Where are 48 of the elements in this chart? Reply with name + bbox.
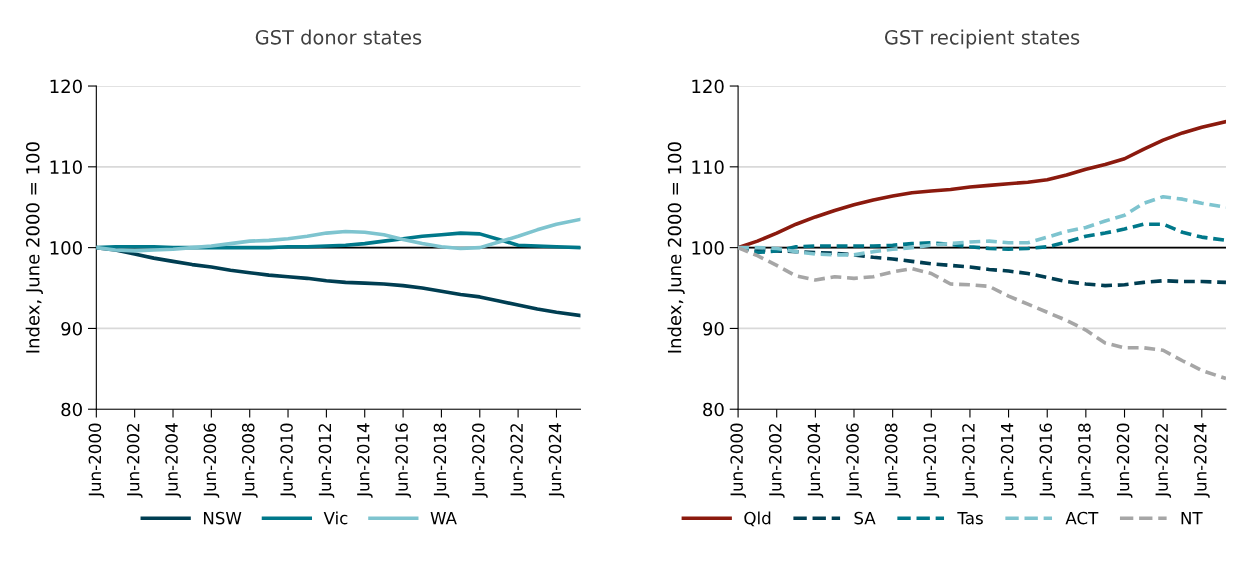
x-tick-label: Jun-2016: [395, 423, 412, 498]
x-tick-label: Jun-2014: [356, 423, 373, 498]
x-tick-label: Jun-2014: [1000, 423, 1017, 498]
x-tick-label: Jun-2022: [510, 424, 527, 498]
x-tick-label: Jun-2002: [768, 424, 785, 498]
x-tick-label: Jun-2002: [126, 424, 143, 498]
y-tick-label: 100: [50, 241, 82, 255]
x-tick-label: Jun-2004: [165, 423, 181, 498]
y-tick-label: 80: [703, 402, 724, 417]
x-tick-label: Jun-2022: [1155, 424, 1172, 498]
x-tick-label: Jun-2010: [280, 423, 296, 498]
x-tick-label: Jun-2016: [1039, 423, 1056, 498]
x-tick-label: Jun-2012: [962, 424, 978, 498]
y-tick-label: 110: [692, 160, 724, 174]
legend-label: WA: [430, 511, 457, 525]
y-tick-label: 90: [703, 321, 724, 336]
chart-title: GST donor states: [255, 29, 422, 45]
legend-label: ACT: [1065, 511, 1099, 525]
x-tick-label: Jun-2024: [1194, 423, 1210, 498]
y-axis-title: Index, June 2000 = 100: [667, 142, 685, 353]
chart-title: GST recipient states: [884, 29, 1080, 49]
legend-label: NT: [1181, 511, 1203, 525]
x-tick-label: Jun-2018: [1078, 423, 1094, 498]
x-tick-label: Jun-2020: [1116, 423, 1133, 498]
x-tick-label: Jun-2024: [548, 423, 565, 498]
legend-label: Tas: [957, 511, 983, 525]
x-tick-label: Jun-2010: [923, 423, 940, 498]
y-tick-label: 100: [692, 241, 724, 255]
y-tick-label: 80: [61, 402, 82, 417]
y-tick-label: 110: [50, 160, 82, 174]
y-tick-label: 120: [50, 79, 82, 94]
legend-label: NSW: [203, 511, 242, 525]
y-tick-label: 120: [692, 79, 724, 94]
x-tick-label: Jun-2000: [88, 423, 105, 498]
x-tick-label: Jun-2004: [807, 423, 824, 498]
y-axis-title: Index, June 2000 = 100: [25, 142, 43, 353]
x-tick-label: Jun-2006: [203, 423, 220, 498]
x-tick-label: Jun-2020: [472, 423, 488, 498]
x-tick-label: Jun-2008: [241, 423, 258, 498]
legend-label: SA: [854, 511, 876, 525]
x-tick-label: Jun-2018: [433, 423, 450, 498]
legend-label: Vic: [323, 511, 348, 525]
x-tick-label: Jun-2008: [884, 423, 901, 498]
x-tick-label: Jun-2012: [318, 424, 335, 498]
x-tick-label: Jun-2006: [846, 423, 862, 498]
y-tick-label: 90: [61, 321, 82, 336]
x-tick-label: Jun-2000: [730, 423, 747, 498]
legend-label: Qld: [744, 511, 771, 527]
